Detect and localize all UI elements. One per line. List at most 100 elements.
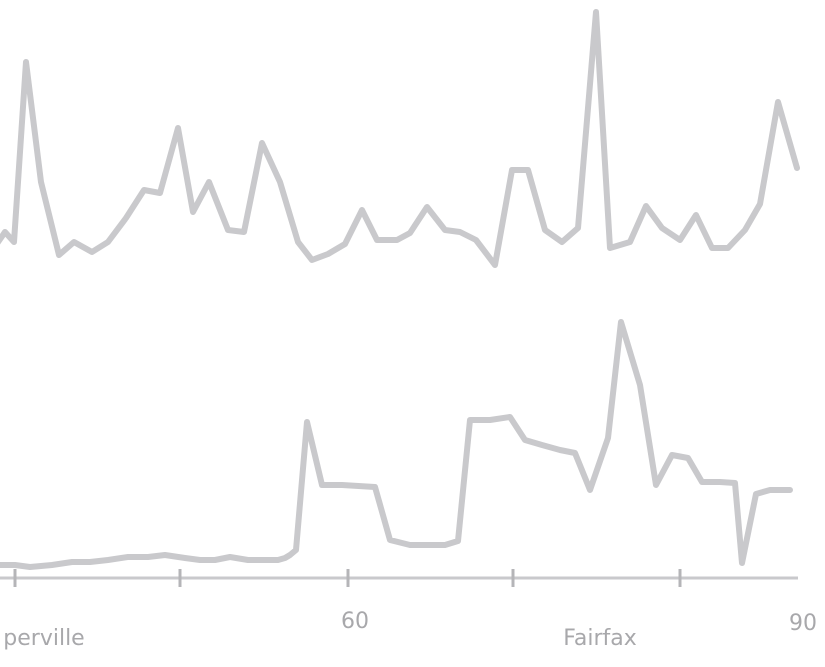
series-2-point (718, 480, 722, 484)
series-2-point (126, 555, 130, 559)
series-1-point (608, 246, 612, 250)
series-2-point (198, 558, 202, 562)
series-2-point (638, 383, 642, 387)
series-1-point (326, 252, 330, 256)
series-1-point (310, 258, 314, 262)
series-1-point (510, 168, 514, 172)
series-2-point (228, 555, 232, 559)
series-2-point (283, 556, 287, 560)
series-2-point (305, 420, 309, 424)
series-2-point (276, 558, 280, 562)
series-2-point (768, 488, 772, 492)
series-2-point (588, 488, 592, 492)
series-1-point (260, 141, 264, 145)
series-2-point (106, 558, 110, 562)
series-1-point (24, 60, 28, 64)
series-2-point (88, 560, 92, 564)
series-1-point (90, 250, 94, 254)
series-2-point (508, 415, 512, 419)
series-2-point (70, 560, 74, 564)
series-2-point (28, 565, 32, 569)
series-2-point (213, 558, 217, 562)
series-2-point (733, 481, 737, 485)
series-1-point (176, 126, 180, 130)
series-2-point (426, 543, 430, 547)
series-1-point (795, 166, 799, 170)
series-2-point (320, 483, 324, 487)
series-2-point (388, 538, 392, 542)
series-1-point (576, 226, 580, 230)
series-2-point (163, 553, 167, 557)
series-1-point (710, 246, 714, 250)
series-2-point (246, 558, 250, 562)
series-1-point (278, 180, 282, 184)
series-1-point (526, 168, 530, 172)
series-1-point (158, 191, 162, 195)
series-2-point (740, 561, 744, 565)
series-1-point (39, 180, 43, 184)
series-2-point (468, 418, 472, 422)
series-1-point (191, 210, 195, 214)
series-2-point (654, 483, 658, 487)
series-1-point (694, 213, 698, 217)
series-1-point (776, 100, 780, 104)
series-1-point (425, 205, 429, 209)
series-2-point (488, 418, 492, 422)
series-2-point (340, 483, 344, 487)
series-line-2 (0, 319, 793, 570)
series-1-point (124, 216, 128, 220)
series-2-point (523, 438, 527, 442)
series-1-point (543, 228, 547, 232)
series-2-point (443, 543, 447, 547)
series-line-1 (0, 9, 800, 268)
series-2-point (261, 558, 265, 562)
tick-label-90: 90 (789, 611, 817, 636)
series-2-point (573, 451, 577, 455)
series-1-point (343, 242, 347, 246)
series-1-point (242, 230, 246, 234)
series-1-point (758, 202, 762, 206)
series-2-point (558, 448, 562, 452)
tick-label-60: 60 (341, 609, 369, 634)
series-1-point (493, 263, 497, 267)
series-1-point (594, 10, 598, 14)
series-2-point (754, 492, 758, 496)
series-2-point (13, 563, 17, 567)
series-1-point (458, 230, 462, 234)
series-1-point (207, 180, 211, 184)
series-2-point (146, 555, 150, 559)
series-1-point (106, 240, 110, 244)
tick-label-fairfax: Fairfax (563, 626, 637, 651)
series-1-point (296, 240, 300, 244)
tick-label-perville: perville (3, 626, 84, 651)
series-2-point (619, 320, 623, 324)
x-ticks (13, 569, 682, 587)
series-1-point (375, 238, 379, 242)
series-2-point (288, 553, 292, 557)
series-2-point (540, 443, 544, 447)
series-1-point (142, 188, 146, 192)
series-2-point (670, 453, 674, 457)
series-1-point (72, 240, 76, 244)
series-1-point (408, 231, 412, 235)
series-2-point (700, 480, 704, 484)
series-1-point (726, 246, 730, 250)
series-1-point (644, 204, 648, 208)
series-1-point (474, 238, 478, 242)
series-1-point (660, 226, 664, 230)
series-2-point (408, 543, 412, 547)
series-group (0, 9, 800, 570)
series-1-point (628, 240, 632, 244)
x-tick-labels: perville 60 Fairfax 90 (3, 609, 817, 651)
series-2-point (373, 485, 377, 489)
series-1-point (226, 228, 230, 232)
series-2-point (686, 456, 690, 460)
series-1-point (443, 228, 447, 232)
series-1-point (395, 238, 399, 242)
series-2-point (456, 539, 460, 543)
series-1-point (57, 253, 61, 257)
series-1-point (360, 208, 364, 212)
series-1-point (560, 240, 564, 244)
series-2-point (183, 556, 187, 560)
